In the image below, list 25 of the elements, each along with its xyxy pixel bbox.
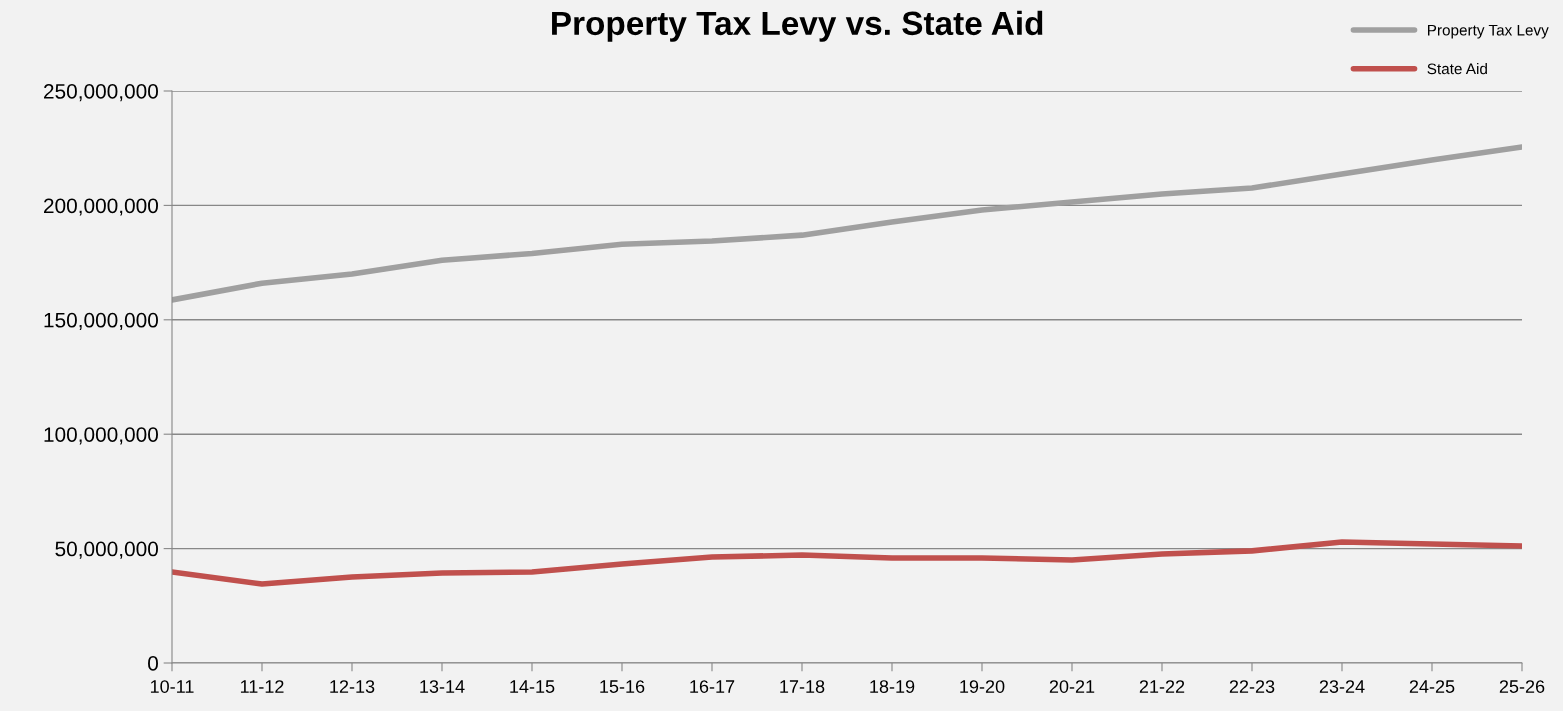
chart-title: Property Tax Levy vs. State Aid: [552, 10, 1043, 42]
x-tick-label: 10-11: [150, 680, 194, 693]
y-tick-label: 50,000,000: [55, 541, 158, 559]
y-tick-label: 0: [148, 656, 158, 671]
legend-label: State Aid: [1427, 63, 1487, 75]
x-tick-label: 18-19: [870, 680, 915, 693]
x-tick-label: 11-12: [240, 680, 284, 693]
x-tick-label: 21-22: [1139, 680, 1185, 693]
x-tick-label: 16-17: [690, 680, 735, 693]
x-tick-label: 12-13: [330, 680, 375, 693]
x-tick-label: 25-26: [1499, 680, 1545, 693]
x-tick-label: 22-23: [1229, 680, 1275, 693]
x-tick-label: 23-24: [1319, 680, 1365, 693]
x-tick-label: 17-18: [780, 680, 825, 693]
y-tick-label: 200,000,000: [44, 198, 158, 216]
y-tick-label: 250,000,000: [44, 84, 158, 102]
x-tick-label: 20-21: [1049, 680, 1095, 693]
x-tick-label: 13-14: [420, 680, 465, 693]
legend-label: Property Tax Levy: [1428, 24, 1549, 39]
x-tick-label: 24-25: [1409, 680, 1455, 693]
y-tick-label: 150,000,000: [44, 312, 158, 331]
x-tick-label: 15-16: [600, 680, 645, 693]
x-tick-label: 14-15: [510, 680, 555, 693]
y-tick-label: 100,000,000: [44, 427, 158, 445]
x-tick-label: 19-20: [960, 680, 1005, 693]
